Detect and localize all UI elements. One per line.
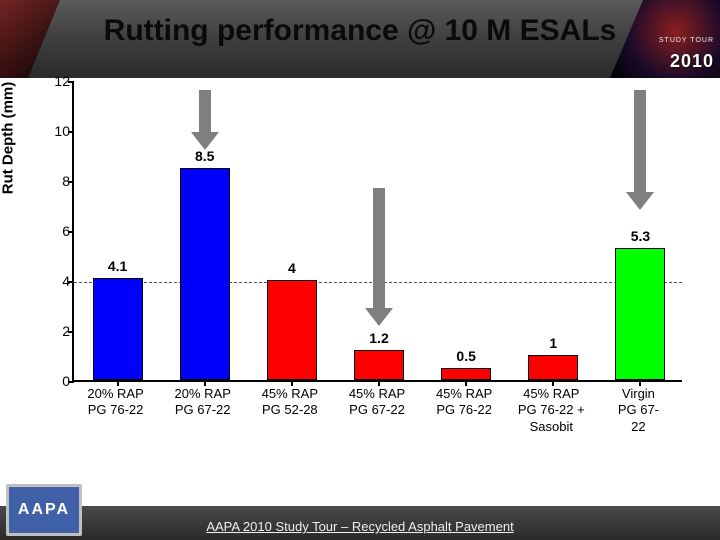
- bar-value-label: 4: [288, 260, 296, 276]
- bar-value-label: 1: [549, 335, 557, 351]
- bar-value-label: 4.1: [108, 258, 127, 274]
- chart-plot-area: 0246810124.18.541.20.515.3: [72, 82, 682, 382]
- bar: [180, 168, 230, 381]
- attention-arrow-icon: [365, 188, 393, 326]
- category-label: 45% RAPPG 76-22: [436, 386, 492, 419]
- y-tick-label: 0: [40, 373, 70, 389]
- page-title: Rutting performance @ 10 M ESALs: [0, 14, 720, 48]
- slide: STUDY TOUR 2010 Rutting performance @ 10…: [0, 0, 720, 540]
- category-label: VirginPG 67-22: [613, 386, 665, 435]
- attention-arrow-icon: [626, 90, 654, 210]
- y-tick-mark: [68, 181, 74, 183]
- bar: [267, 280, 317, 380]
- attention-arrow-icon: [191, 90, 219, 150]
- category-label: 45% RAPPG 52-28: [262, 386, 318, 419]
- y-tick-mark: [68, 381, 74, 383]
- bar: [441, 368, 491, 381]
- bar-value-label: 1.2: [369, 330, 388, 346]
- category-label: 45% RAPPG 76-22 +Sasobit: [518, 386, 585, 435]
- y-tick-mark: [68, 81, 74, 83]
- y-tick-mark: [68, 131, 74, 133]
- y-tick-mark: [68, 231, 74, 233]
- category-label: 20% RAPPG 67-22: [175, 386, 231, 419]
- y-tick-label: 4: [40, 273, 70, 289]
- y-axis-label: Rut Depth (mm): [0, 82, 17, 195]
- bar-value-label: 0.5: [456, 348, 475, 364]
- category-label: 45% RAPPG 67-22: [349, 386, 405, 419]
- rut-depth-chart: Rut Depth (mm) 0246810124.18.541.20.515.…: [30, 82, 690, 482]
- bar: [354, 350, 404, 380]
- category-label: 20% RAPPG 76-22: [87, 386, 143, 419]
- bar: [615, 248, 665, 381]
- bar-value-label: 5.3: [631, 228, 650, 244]
- y-tick-label: 8: [40, 173, 70, 189]
- bar: [93, 278, 143, 381]
- y-tick-label: 2: [40, 323, 70, 339]
- aapa-logo-text: AAPA: [18, 501, 70, 519]
- bar: [528, 355, 578, 380]
- y-tick-label: 12: [40, 73, 70, 89]
- y-tick-label: 10: [40, 123, 70, 139]
- y-tick-mark: [68, 331, 74, 333]
- y-tick-label: 6: [40, 223, 70, 239]
- footer-caption: AAPA 2010 Study Tour – Recycled Asphalt …: [0, 519, 720, 534]
- header-year: 2010: [670, 51, 714, 72]
